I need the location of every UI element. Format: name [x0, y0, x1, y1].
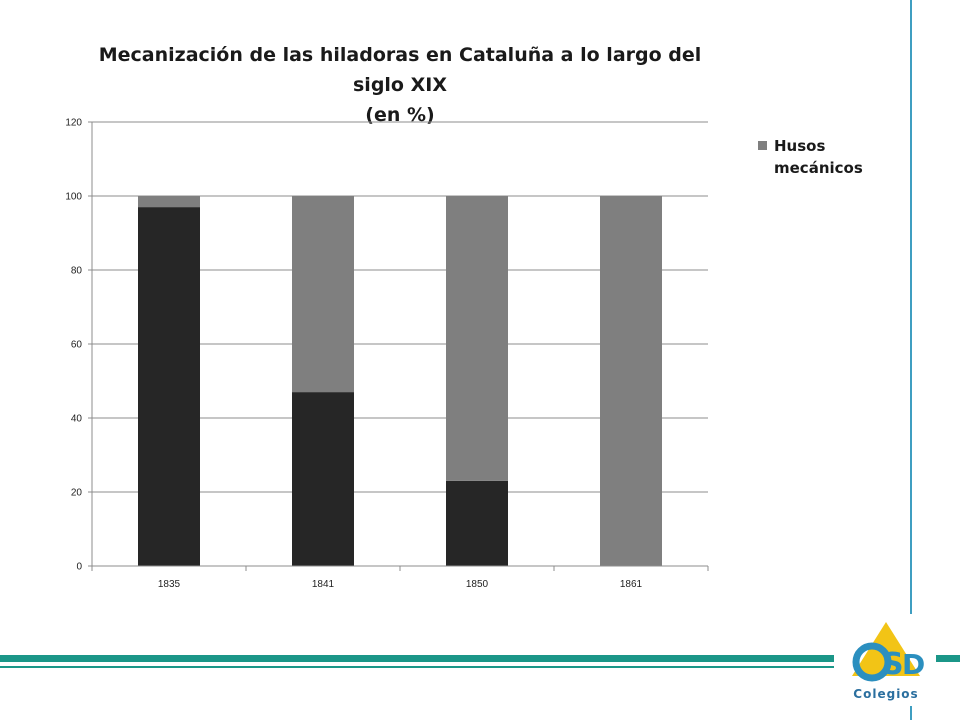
frame-horizontal-thin-line	[0, 666, 834, 668]
y-tick-label: 60	[71, 340, 83, 351]
csd-colegios-logo: S D Colegios	[852, 622, 925, 701]
chart-title-line2: (en %)	[365, 104, 435, 126]
y-tick-label: 40	[71, 414, 83, 425]
bars	[138, 196, 662, 566]
bar-1835-series-2	[138, 196, 200, 208]
frame-vertical-line-bottom	[910, 706, 912, 720]
x-tick-label: 1835	[158, 579, 181, 590]
axes	[88, 121, 709, 571]
bar-1861-series-2	[600, 196, 662, 566]
chart-title: Mecanización de las hiladoras en Cataluñ…	[92, 40, 708, 130]
y-tick-label: 0	[76, 562, 82, 573]
frame-horizontal-band-right	[936, 655, 960, 662]
legend-label: Husos mecánicos	[774, 137, 863, 177]
y-tick-label: 20	[71, 488, 83, 499]
bar-1841-series-1	[292, 392, 354, 566]
bar-1835-series-1	[138, 207, 200, 566]
frame-vertical-line-top	[910, 0, 912, 614]
chart-title-line1: Mecanización de las hiladoras en Cataluñ…	[98, 44, 702, 96]
bar-1850-series-1	[446, 480, 508, 566]
x-tick-label: 1850	[466, 579, 489, 590]
x-tick-label: 1861	[620, 579, 643, 590]
y-tick-label: 120	[65, 118, 82, 129]
bar-1850-series-2	[446, 196, 508, 481]
svg-text:S: S	[882, 647, 904, 682]
y-tick-label: 100	[65, 192, 82, 203]
bar-1841-series-2	[292, 196, 354, 393]
frame-horizontal-band	[0, 655, 834, 662]
x-tick-label: 1841	[312, 579, 335, 590]
svg-text:Colegios: Colegios	[853, 687, 918, 701]
svg-text:D: D	[902, 648, 925, 681]
tick-labels: 0 20 40 60 80 100 120 1835 1841 1850 1861	[65, 118, 642, 591]
y-tick-label: 80	[71, 266, 83, 277]
legend-swatch	[758, 141, 767, 150]
